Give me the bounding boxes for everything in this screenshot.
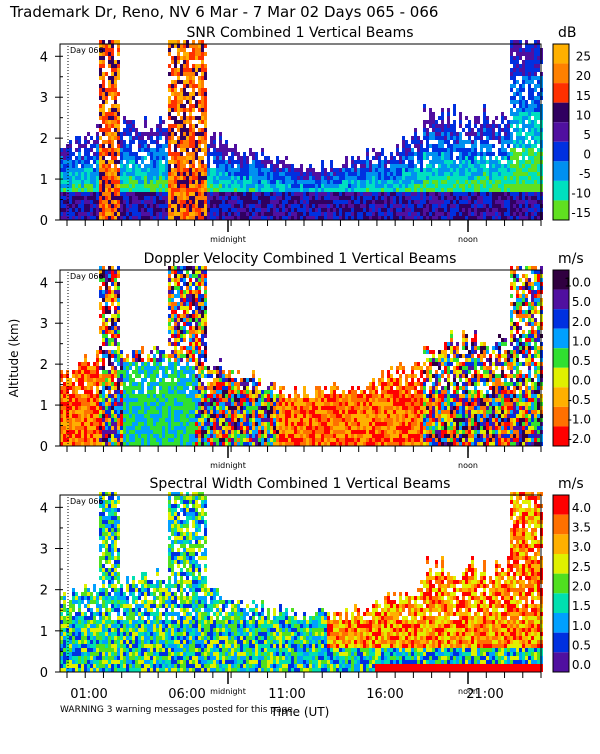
x-axis-label: Time (UT)	[270, 705, 330, 719]
colorbar-label: 0.0	[572, 373, 591, 387]
colorbar-swatch	[553, 44, 569, 64]
colorbar-label: -1.0	[568, 413, 591, 427]
colorbar-swatch	[553, 122, 569, 142]
y-tick-label: 2	[40, 584, 48, 599]
colorbar-swatch	[553, 593, 569, 613]
colorbar-swatch	[553, 652, 569, 672]
colorbar-label: 2.0	[572, 315, 591, 329]
colorbar-swatch	[553, 142, 569, 162]
y-tick-label: 1	[40, 625, 48, 640]
y-tick-label: 4	[40, 501, 48, 516]
day-marker-label: Day 066	[70, 497, 104, 506]
x-marker-midnight: midnight	[210, 235, 246, 244]
colorbar-swatch	[553, 200, 569, 220]
colorbar-swatch	[553, 368, 569, 388]
x-tick-label: 16:00	[366, 687, 403, 702]
colorbar-label: 0	[583, 147, 591, 161]
colorbar-label: 0.0	[572, 658, 591, 672]
colorbar-label: 3.0	[572, 540, 591, 554]
colorbar-swatch	[553, 329, 569, 349]
x-marker-midnight: midnight	[210, 687, 246, 696]
colorbar-label: 0.5	[572, 638, 591, 652]
warning-text: WARNING 3 warning messages posted for th…	[60, 705, 293, 715]
colorbar-swatch	[553, 181, 569, 201]
colorbar-label: 4.0	[572, 501, 591, 515]
colorbar-swatch	[553, 83, 569, 103]
colorbar-label: 1.0	[572, 619, 591, 633]
panel-title: Spectral Width Combined 1 Vertical Beams	[150, 476, 451, 492]
colorbar-label: -5	[579, 167, 591, 181]
colorbar-swatch	[553, 64, 569, 84]
colorbar-swatch	[553, 574, 569, 594]
colorbar-label: 3.5	[572, 520, 591, 534]
colorbar-swatch	[553, 633, 569, 653]
colorbar-label: 1.5	[572, 599, 591, 613]
day-marker-label: Day 066	[70, 272, 104, 281]
y-tick-label: 2	[40, 132, 48, 147]
colorbar-label: 10.0	[564, 276, 591, 290]
y-tick-label: 4	[40, 50, 48, 65]
x-marker-midnight: midnight	[210, 461, 246, 470]
y-tick-label: 3	[40, 317, 48, 332]
colorbar-label: -2.0	[568, 432, 591, 446]
colorbar-swatch	[553, 290, 569, 310]
y-tick-label: 3	[40, 543, 48, 558]
day-marker-label: Day 066	[70, 46, 104, 55]
colorbar-swatch	[553, 554, 569, 574]
colorbar-unit: m/s	[558, 251, 584, 267]
colorbar-label: -15	[571, 206, 591, 220]
colorbar-swatch	[553, 534, 569, 554]
y-tick-label: 3	[40, 91, 48, 106]
panel-title: Doppler Velocity Combined 1 Vertical Bea…	[144, 251, 457, 267]
colorbar-label: -0.5	[568, 393, 591, 407]
y-tick-label: 0	[40, 440, 48, 455]
colorbar-unit: m/s	[558, 476, 584, 492]
colorbar-label: 2.0	[572, 579, 591, 593]
colorbar-label: 5	[583, 128, 591, 142]
colorbar-label: 25	[576, 50, 591, 64]
y-tick-label: 0	[40, 214, 48, 229]
colorbar-label: 1.0	[572, 334, 591, 348]
heatmap-field	[60, 266, 543, 446]
colorbar-swatch	[553, 515, 569, 535]
y-tick-label: 0	[40, 666, 48, 681]
figure-title: Trademark Dr, Reno, NV 6 Mar - 7 Mar 02 …	[9, 3, 438, 21]
heatmap-field	[60, 40, 543, 220]
y-tick-label: 1	[40, 399, 48, 414]
x-marker-noon: noon	[458, 235, 478, 244]
x-tick-label: 01:00	[70, 687, 107, 702]
colorbar-label: 20	[576, 69, 591, 83]
y-tick-label: 4	[40, 276, 48, 291]
panel-title: SNR Combined 1 Vertical Beams	[186, 25, 413, 41]
y-tick-label: 2	[40, 358, 48, 373]
x-tick-label: 06:00	[168, 687, 205, 702]
y-tick-label: 1	[40, 173, 48, 188]
colorbar-label: 0.5	[572, 354, 591, 368]
colorbar-swatch	[553, 613, 569, 633]
colorbar-swatch	[553, 103, 569, 123]
x-tick-label: 21:00	[466, 687, 503, 702]
colorbar-unit: dB	[558, 25, 577, 41]
y-axis-label: Altitude (km)	[7, 319, 21, 398]
x-marker-noon: noon	[458, 461, 478, 470]
heatmap-field	[60, 492, 543, 672]
colorbar-swatch	[553, 161, 569, 181]
colorbar-label: -10	[571, 187, 591, 201]
colorbar-swatch	[553, 495, 569, 515]
colorbar-label: 15	[576, 89, 591, 103]
colorbar-swatch	[553, 348, 569, 368]
colorbar-label: 5.0	[572, 295, 591, 309]
colorbar-swatch	[553, 309, 569, 329]
colorbar-label: 10	[576, 108, 591, 122]
colorbar-label: 2.5	[572, 560, 591, 574]
x-tick-label: 11:00	[268, 687, 305, 702]
